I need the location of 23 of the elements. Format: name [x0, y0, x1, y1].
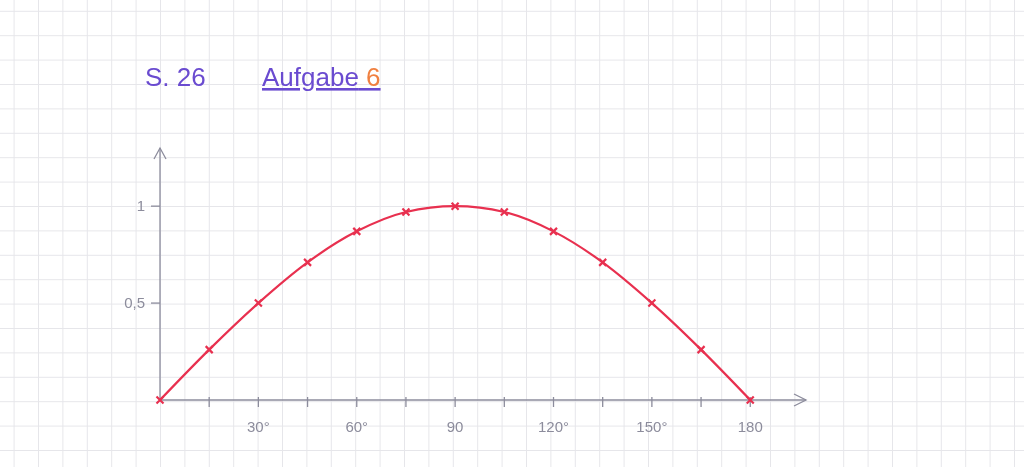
point [253, 298, 263, 308]
x-tick-label: 30° [247, 418, 270, 435]
chart-title: S. 26 [145, 62, 206, 92]
point [696, 345, 706, 355]
point [499, 207, 509, 217]
point [302, 257, 313, 267]
x-tick-label: 90 [446, 418, 464, 435]
point [647, 298, 657, 308]
x-tick-label: 60° [345, 418, 369, 435]
x-tick-label: 180 [737, 418, 763, 435]
point [352, 226, 362, 236]
point [204, 345, 214, 355]
point [548, 226, 559, 236]
point [401, 207, 411, 217]
point [450, 201, 460, 211]
x-tick-label: 150° [636, 418, 668, 435]
x-tick-label: 120° [537, 418, 570, 435]
y-tick-label: 1 [136, 197, 145, 215]
point [598, 257, 608, 267]
point [745, 395, 755, 405]
chart-subtitle: Aufgabe 6 [262, 62, 381, 92]
point [155, 395, 165, 405]
y-tick-label: 0,5 [124, 294, 145, 312]
